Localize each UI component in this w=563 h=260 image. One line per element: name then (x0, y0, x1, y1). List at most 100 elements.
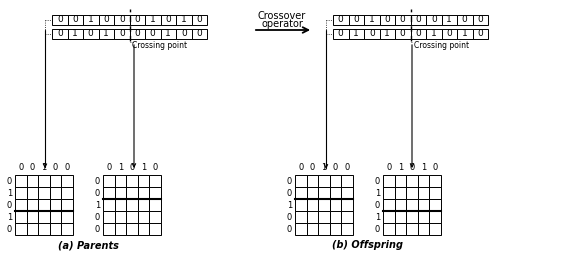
Bar (50, 211, 61, 223)
Text: (a) Parents: (a) Parents (57, 240, 118, 250)
Bar (26, 199, 38, 211)
Bar (418, 175, 430, 187)
Text: 1: 1 (41, 163, 47, 172)
Bar (379, 15, 395, 25)
Text: 0: 0 (53, 163, 58, 172)
Bar (26, 175, 38, 187)
Bar (103, 223, 115, 235)
Text: 1: 1 (88, 16, 93, 24)
Bar (15, 175, 26, 187)
Text: 0: 0 (7, 224, 12, 233)
Bar (395, 199, 406, 211)
Bar (318, 175, 330, 187)
Bar (38, 199, 50, 211)
Bar (295, 223, 307, 235)
Text: 0: 0 (400, 16, 405, 24)
Bar (430, 175, 441, 187)
Bar (383, 199, 395, 211)
Bar (114, 15, 129, 25)
Bar (418, 187, 430, 199)
Text: 1: 1 (321, 163, 327, 172)
Bar (126, 199, 138, 211)
Bar (418, 223, 430, 235)
Bar (295, 187, 307, 199)
Bar (115, 199, 126, 211)
Bar (115, 223, 126, 235)
Bar (364, 15, 379, 25)
Bar (426, 15, 441, 25)
Bar (318, 199, 330, 211)
Bar (115, 211, 126, 223)
Bar (430, 211, 441, 223)
Text: 0: 0 (415, 16, 421, 24)
Bar (395, 15, 410, 25)
Text: 0: 0 (409, 163, 414, 172)
Bar (103, 199, 115, 211)
Bar (333, 29, 348, 39)
Bar (15, 211, 26, 223)
Bar (61, 175, 73, 187)
Bar (126, 187, 138, 199)
Bar (138, 211, 149, 223)
Bar (341, 211, 353, 223)
Text: 0: 0 (95, 212, 100, 222)
Text: 1: 1 (375, 188, 380, 198)
Bar (68, 15, 83, 25)
Bar (26, 211, 38, 223)
Text: 0: 0 (57, 16, 62, 24)
Bar (129, 15, 145, 25)
Bar (379, 29, 395, 39)
Bar (149, 175, 161, 187)
Bar (364, 29, 379, 39)
Bar (138, 199, 149, 211)
Text: 0: 0 (7, 200, 12, 210)
Bar (430, 223, 441, 235)
Text: 1: 1 (181, 16, 186, 24)
Text: 1: 1 (7, 212, 12, 222)
Bar (38, 187, 50, 199)
Bar (472, 15, 488, 25)
Bar (330, 175, 341, 187)
Text: 1: 1 (446, 16, 452, 24)
Bar (145, 29, 160, 39)
Bar (160, 15, 176, 25)
Bar (129, 29, 145, 39)
Text: Crossing point: Crossing point (132, 41, 187, 50)
Text: 1: 1 (354, 29, 359, 38)
Bar (395, 223, 406, 235)
Text: 1: 1 (421, 163, 426, 172)
Bar (430, 199, 441, 211)
Text: 0: 0 (166, 16, 171, 24)
Bar (330, 223, 341, 235)
Bar (115, 187, 126, 199)
Bar (176, 15, 191, 25)
Bar (341, 175, 353, 187)
Bar (99, 29, 114, 39)
Text: 1: 1 (166, 29, 171, 38)
Text: 0: 0 (95, 188, 100, 198)
Bar (38, 223, 50, 235)
Bar (83, 29, 99, 39)
Text: 0: 0 (310, 163, 315, 172)
Bar (406, 199, 418, 211)
Bar (149, 199, 161, 211)
Bar (307, 223, 318, 235)
Bar (126, 211, 138, 223)
Bar (318, 187, 330, 199)
Bar (126, 175, 138, 187)
Bar (50, 199, 61, 211)
Bar (160, 29, 176, 39)
Text: 0: 0 (386, 163, 391, 172)
Text: Crossing point: Crossing point (413, 41, 468, 50)
Bar (26, 187, 38, 199)
Text: 0: 0 (338, 16, 343, 24)
Bar (330, 199, 341, 211)
Text: 1: 1 (7, 188, 12, 198)
Bar (99, 15, 114, 25)
Text: 1: 1 (95, 200, 100, 210)
Bar (307, 211, 318, 223)
Text: 0: 0 (129, 163, 135, 172)
Bar (383, 211, 395, 223)
Text: 0: 0 (432, 163, 438, 172)
Bar (441, 15, 457, 25)
